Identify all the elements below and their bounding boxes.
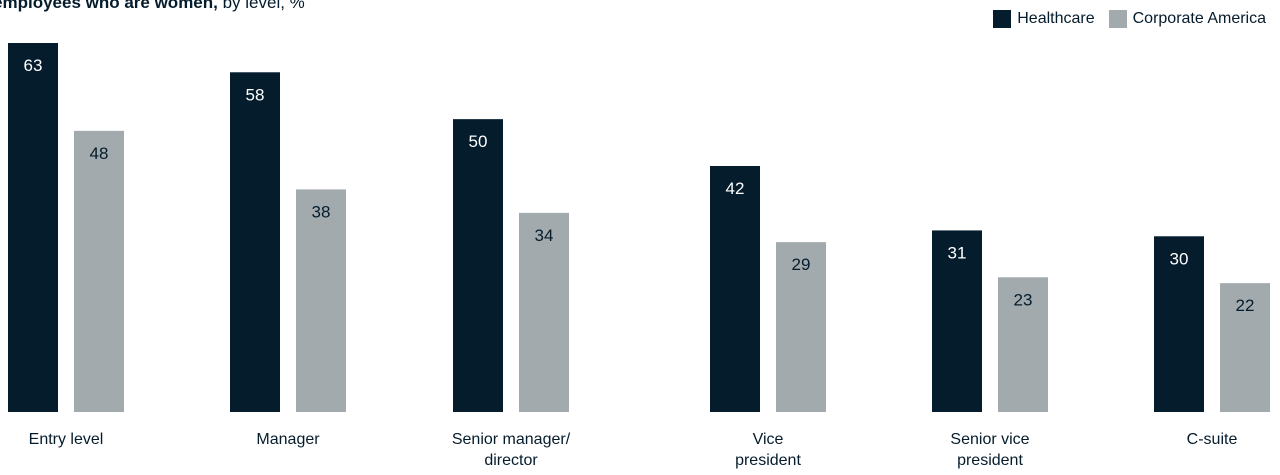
category-label: Senior manager/director [452,431,571,469]
bar-healthcare [230,72,280,413]
bar-group: 42 29 Vice president [710,166,826,469]
bar-group: 30 22 C-suite [1154,236,1270,448]
data-label-corporate-america: 34 [535,226,554,245]
bar-corporate-america [519,212,569,412]
bar-healthcare [932,230,982,412]
data-label-healthcare: 63 [24,56,43,75]
bar-corporate-america [998,277,1048,412]
bar-corporate-america [776,242,826,412]
category-label: Vice president [735,431,801,469]
legend: Healthcare Corporate America [979,8,1266,30]
chart-title-rest: by level, % [217,0,305,12]
bar-corporate-america [1220,283,1270,412]
bar-group: 63 48 Entry level [8,43,124,448]
bar-group: 50 34 Senior manager/director [452,119,571,469]
legend-label-corporate-america: Corporate America [1132,10,1266,27]
data-label-healthcare: 42 [726,179,745,198]
category-label: Senior vice president [950,431,1029,469]
data-label-corporate-america: 29 [792,255,811,274]
bar-healthcare [8,43,58,412]
legend-swatch-corporate-america [1108,10,1127,28]
legend-swatch-healthcare [993,10,1012,28]
data-label-healthcare: 30 [1170,249,1189,268]
data-label-corporate-america: 22 [1236,296,1255,315]
data-label-corporate-america: 48 [90,144,109,163]
bar-group: 58 38 Manager [230,72,346,448]
bar-healthcare [1154,236,1204,412]
data-label-corporate-america: 23 [1014,290,1033,309]
data-label-healthcare: 50 [469,132,488,151]
category-label: Manager [256,431,320,448]
legend-item-corporate-america: Corporate America [1108,8,1266,30]
bar-corporate-america [74,130,124,412]
chart-title-bold: are of employees who are women, [0,0,218,12]
bar-healthcare [453,119,503,413]
category-label: Entry level [29,431,104,448]
legend-label-healthcare: Healthcare [1017,10,1095,27]
bar-corporate-america [296,189,346,412]
bar-group: 31 23 Senior vice president [932,230,1048,469]
data-label-healthcare: 31 [948,243,967,262]
chart-title: are of employees who are women, by level… [0,0,305,14]
data-label-healthcare: 58 [246,85,265,104]
category-label: C-suite [1187,431,1238,448]
legend-item-healthcare: Healthcare [993,8,1095,30]
data-label-corporate-america: 38 [312,202,331,221]
bar-healthcare [710,166,760,412]
